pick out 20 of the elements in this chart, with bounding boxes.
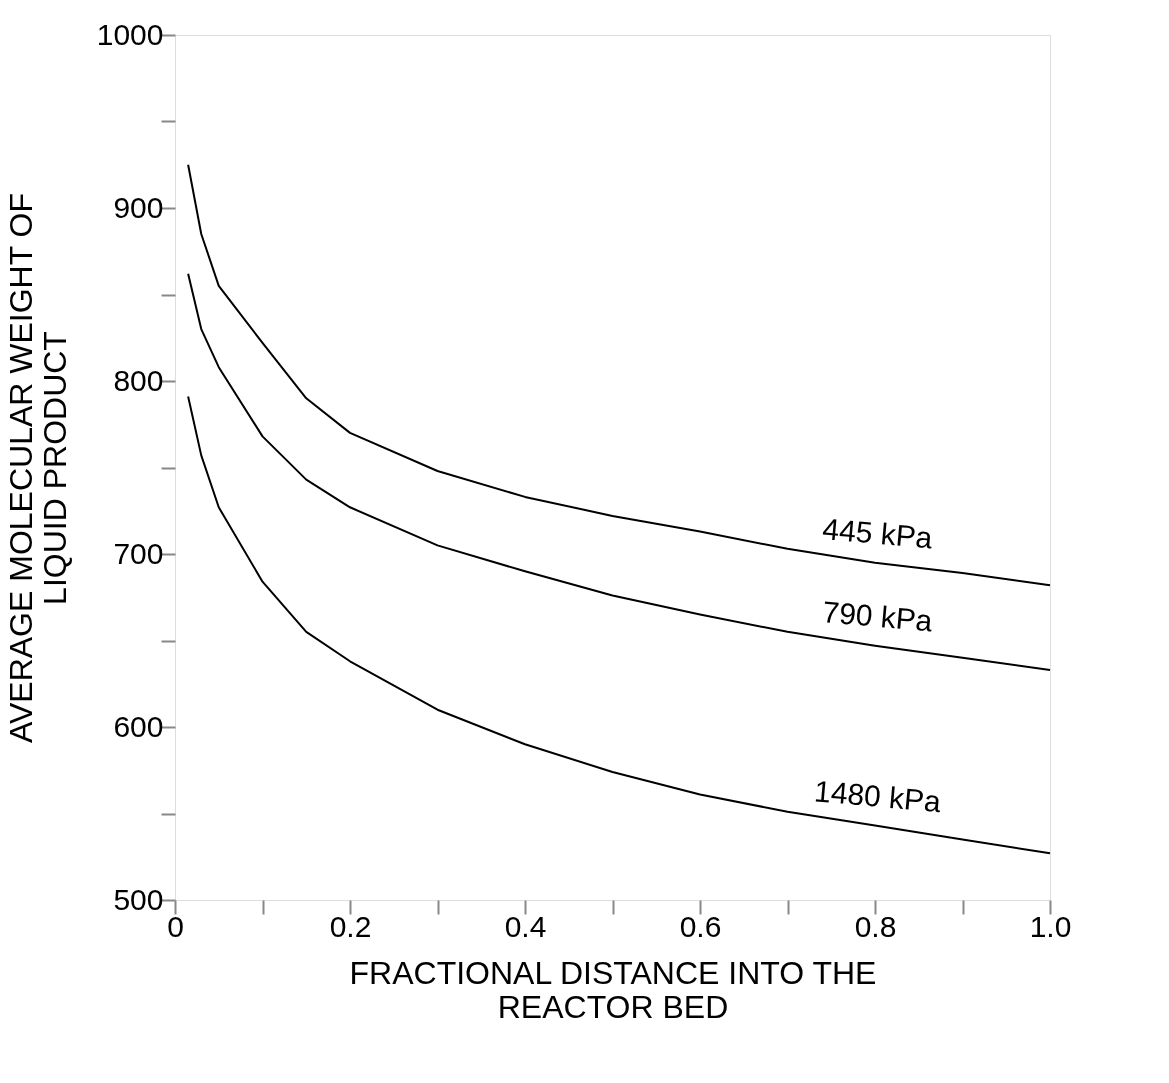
x-axis-title: FRACTIONAL DISTANCE INTO THE REACTOR BED: [349, 954, 877, 1025]
y-tick-label: 700: [113, 536, 164, 570]
series-label: 1480 kPa: [812, 774, 943, 819]
x-tick-label: 0.6: [679, 909, 722, 943]
x-tick-label: 0.8: [854, 909, 897, 943]
series-label: 790 kPa: [821, 595, 935, 638]
line-series: [187, 395, 1051, 855]
y-tick-label: 600: [113, 709, 164, 743]
series-label: 445 kPa: [821, 512, 935, 555]
y-tick-label: 900: [113, 190, 164, 224]
x-tick-label: 0.4: [504, 909, 547, 943]
x-tick-label: 0: [167, 909, 184, 943]
y-axis-title: AVERAGE MOLECULAR WEIGHT OF LIQUID PRODUCT: [2, 192, 73, 744]
line-series: [187, 272, 1051, 671]
y-tick-label: 800: [113, 363, 164, 397]
x-tick-label: 0.2: [329, 909, 372, 943]
y-tick-label: 1000: [96, 17, 164, 51]
x-tick-label: 1.0: [1029, 909, 1072, 943]
y-tick-label: 500: [113, 882, 164, 916]
line-series: [187, 163, 1051, 587]
